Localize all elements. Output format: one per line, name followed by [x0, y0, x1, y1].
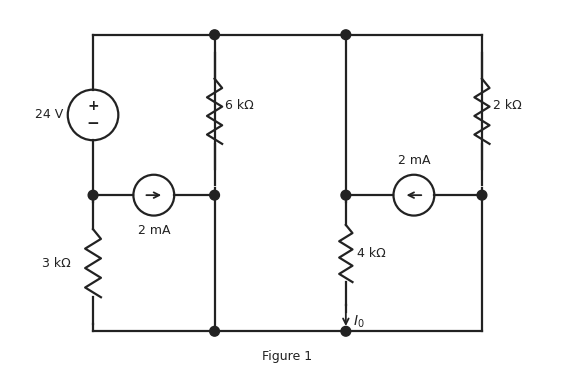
- Text: 2 mA: 2 mA: [398, 154, 430, 167]
- Circle shape: [341, 30, 351, 40]
- Text: 4 kΩ: 4 kΩ: [356, 247, 385, 260]
- Circle shape: [210, 326, 220, 336]
- Circle shape: [341, 190, 351, 200]
- Circle shape: [88, 190, 98, 200]
- Text: Figure 1: Figure 1: [262, 350, 313, 363]
- Text: 2 mA: 2 mA: [137, 224, 170, 237]
- Circle shape: [210, 30, 220, 40]
- Circle shape: [210, 190, 220, 200]
- Text: 3 kΩ: 3 kΩ: [42, 257, 71, 270]
- Text: $I_0$: $I_0$: [353, 313, 365, 330]
- Text: −: −: [87, 116, 99, 131]
- Circle shape: [341, 326, 351, 336]
- Text: 2 kΩ: 2 kΩ: [493, 99, 522, 112]
- Text: +: +: [87, 99, 99, 113]
- Text: 6 kΩ: 6 kΩ: [225, 99, 254, 112]
- Circle shape: [477, 190, 487, 200]
- Text: 24 V: 24 V: [35, 108, 63, 122]
